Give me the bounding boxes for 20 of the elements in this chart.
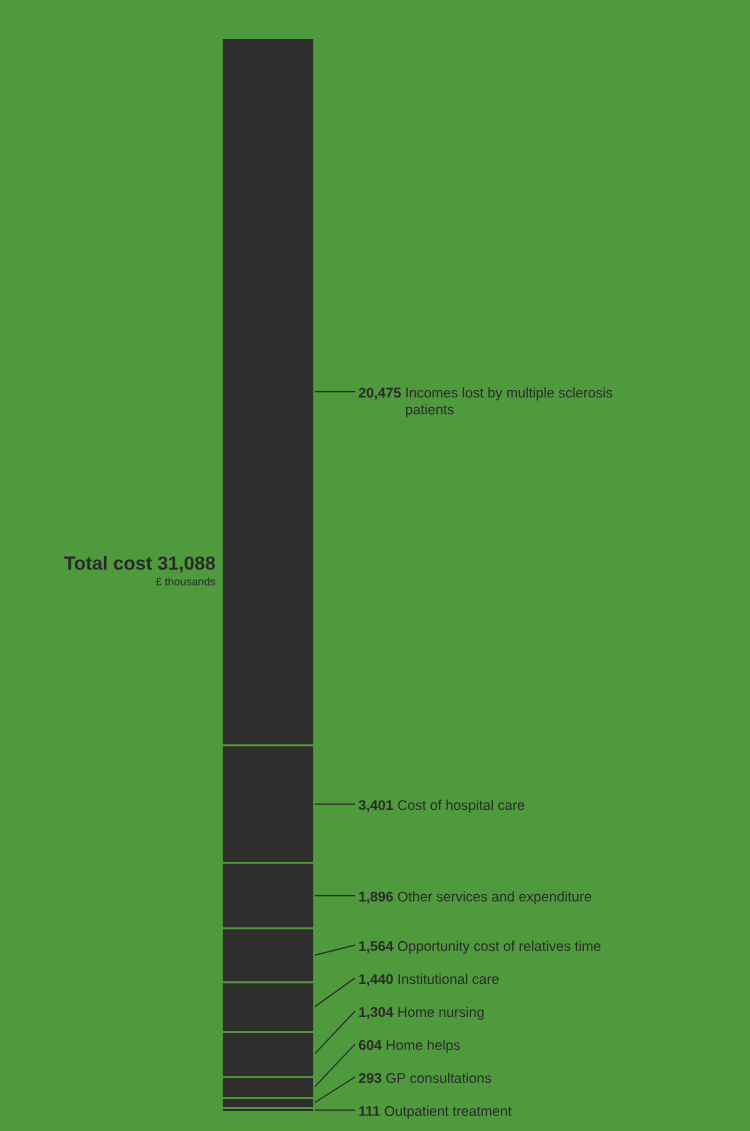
data-label: 293 [358, 1073, 382, 1084]
data-label: 604 [358, 1040, 382, 1050]
data-label: 111 [359, 1106, 380, 1116]
text: Outpatient treatment [384, 1105, 512, 1119]
data-label: 20,475 [358, 387, 401, 400]
data-label: 3,401 [358, 800, 394, 813]
text: Total cost 31,088 [64, 555, 215, 573]
text: Institutional care [398, 973, 499, 984]
data-label: 1,440 [359, 974, 393, 987]
data-label: 1,564 [359, 941, 394, 954]
text: Opportunity cost of relatives time [397, 940, 601, 954]
text: Cost of hospital care [398, 799, 525, 813]
data-label: 1,304 [359, 1007, 394, 1020]
text: Other services and expenditure [397, 891, 592, 905]
text: GP consultations [386, 1072, 491, 1083]
text: Incomes lost by multiple sclerosis patients [406, 387, 613, 418]
data-label: 1,896 [359, 891, 393, 904]
text: Home helps [386, 1039, 460, 1053]
text: Home nursing [398, 1006, 484, 1020]
text: £ thousands [155, 577, 216, 586]
